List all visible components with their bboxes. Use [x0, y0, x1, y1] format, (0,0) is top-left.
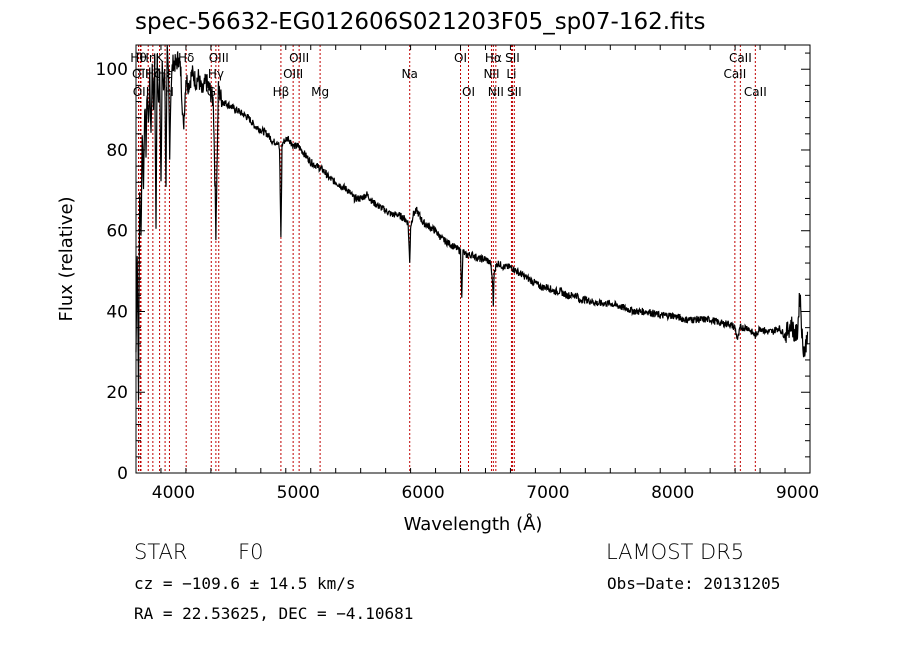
line-label: Hδ [178, 51, 194, 65]
line-label: SII [507, 85, 522, 99]
x-tick-label: 5000 [277, 483, 320, 503]
x-tick-label: 8000 [651, 483, 694, 503]
line-label: Na [402, 67, 418, 81]
subclass: F0 [238, 540, 264, 564]
line-label: OI [454, 51, 467, 65]
x-tick-label: 6000 [401, 483, 444, 503]
y-tick-label: 60 [106, 222, 128, 242]
line-label: Hγ [208, 67, 224, 81]
line-label: OI [462, 85, 475, 99]
y-tick-label: 20 [106, 383, 128, 403]
line-label: SII [505, 51, 520, 65]
plot-frame [135, 44, 811, 474]
x-tick-label: 9000 [776, 483, 819, 503]
survey-name: LAMOST DR5 [606, 540, 745, 564]
coordinates: RA = 22.53625, DEC = −4.10681 [134, 604, 414, 623]
line-label: OIII [289, 51, 309, 65]
line-label: Hα [485, 51, 502, 65]
line-label: OII [133, 85, 150, 99]
spectral-line-labels: HθOIIOIIHηHζKHεHHδGHγOIIIHβOIIIOIIIMgNaO… [130, 51, 766, 99]
line-label: H [165, 85, 174, 99]
line-label: K [156, 51, 165, 65]
line-label: Hβ [273, 85, 290, 99]
spectral-line-markers [137, 45, 756, 473]
redshift-velocity: cz = −109.6 ± 14.5 km/s [134, 574, 356, 593]
x-tick-label: 4000 [152, 483, 195, 503]
y-tick-label: 80 [106, 141, 128, 161]
line-label: OIII [283, 67, 303, 81]
line-label: Hη [140, 51, 157, 65]
x-axis-label: Wavelength (Å) [404, 513, 543, 535]
line-label: Mg [311, 85, 329, 99]
spectrum-line [135, 44, 809, 401]
axis-ticks: 4000 5000 6000 7000 8000 9000 0 20 40 60 80 100 [96, 45, 819, 503]
line-label: NII [488, 85, 504, 99]
line-label: CaII [729, 51, 752, 65]
line-label: Li [506, 67, 516, 81]
y-axis-label: Flux (relative) [56, 196, 77, 321]
object-class: STAR [134, 540, 188, 564]
line-label: OIII [209, 51, 229, 65]
line-label: CaII [723, 67, 746, 81]
y-tick-label: 40 [106, 302, 128, 322]
line-label: CaII [744, 85, 767, 99]
observation-date: Obs−Date: 20131205 [607, 574, 781, 593]
chart-title: spec-56632-EG012606S021203F05_sp07-162.f… [135, 9, 706, 35]
x-tick-label: 7000 [526, 483, 569, 503]
line-label: NII [483, 67, 499, 81]
y-tick-label: 0 [117, 464, 128, 484]
y-tick-label: 100 [96, 60, 128, 80]
line-label: Hθ [130, 51, 146, 65]
